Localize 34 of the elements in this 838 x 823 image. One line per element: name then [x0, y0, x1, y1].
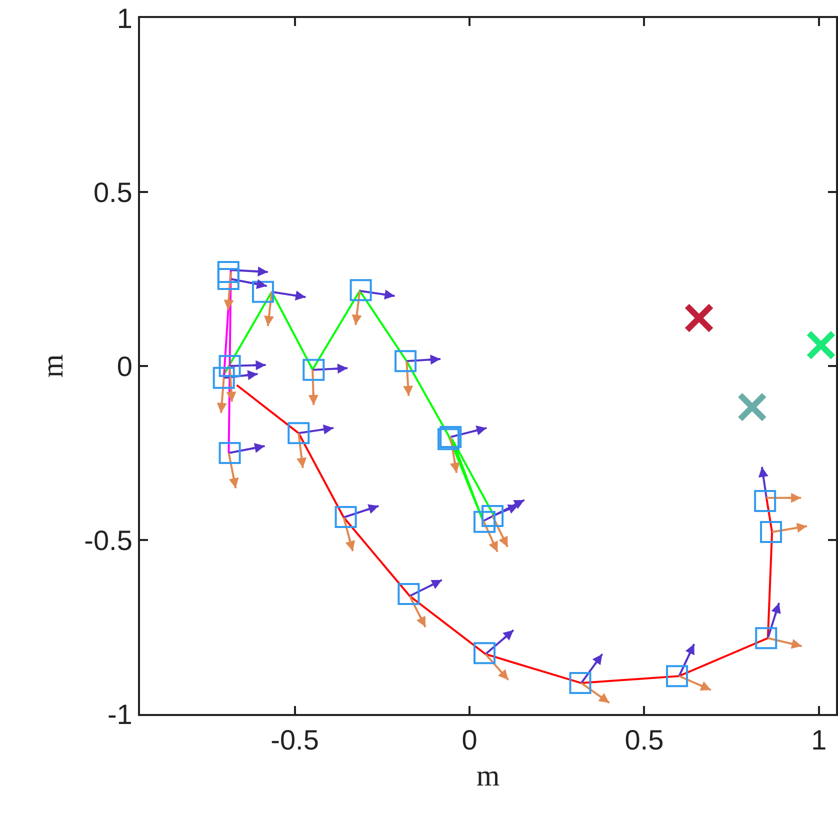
- point: [755, 627, 778, 650]
- point: [806, 330, 836, 360]
- point: [212, 366, 235, 389]
- point: [394, 350, 417, 372]
- point: [737, 392, 768, 422]
- point: [684, 302, 714, 333]
- y-tick-label: 1: [116, 2, 132, 34]
- y-tick-label: 0.5: [93, 176, 132, 208]
- point: [350, 279, 372, 302]
- point: [474, 642, 496, 664]
- point: [474, 510, 496, 533]
- x-tick-label: 0.5: [624, 724, 664, 756]
- x-tick-label: -0.5: [270, 724, 319, 756]
- point: [666, 665, 688, 688]
- point: [218, 355, 241, 377]
- y-axis-title: m: [36, 354, 70, 378]
- y-tick-label: -1: [107, 698, 132, 730]
- point: [217, 268, 240, 290]
- point: [334, 506, 357, 528]
- x-tick-label: 1: [811, 724, 827, 756]
- x-axis-title: m: [476, 760, 500, 793]
- x-tick-label: 0: [462, 724, 478, 756]
- point: [218, 442, 241, 464]
- point: [569, 672, 592, 694]
- y-tick-label: 0: [116, 350, 132, 382]
- y-tick-label: -0.5: [84, 524, 132, 556]
- point: [398, 582, 420, 605]
- point: [754, 490, 776, 512]
- point: [760, 521, 782, 543]
- point: [252, 280, 274, 303]
- point: [482, 504, 504, 527]
- point: [217, 261, 240, 284]
- point: [288, 422, 310, 444]
- point: [302, 358, 325, 381]
